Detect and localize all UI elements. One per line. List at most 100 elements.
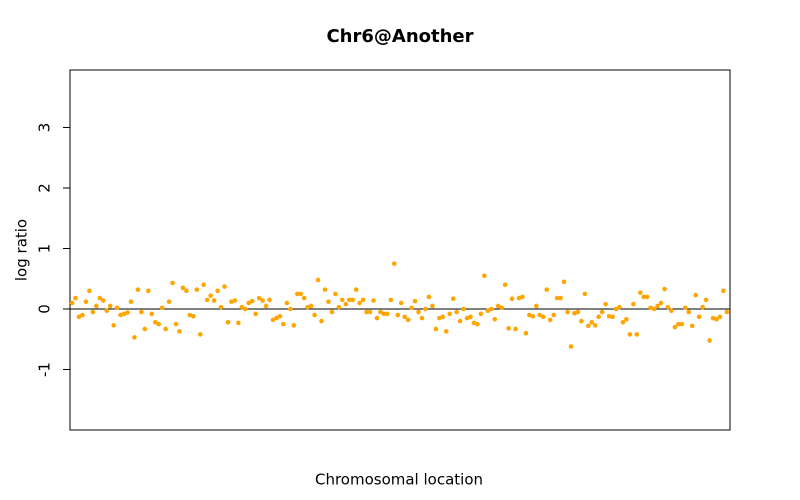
point	[651, 306, 657, 312]
point	[374, 315, 380, 321]
point	[502, 282, 508, 288]
point	[433, 326, 439, 332]
point	[471, 320, 477, 326]
point	[135, 287, 141, 292]
point	[159, 305, 165, 311]
point	[575, 309, 581, 315]
point	[454, 309, 459, 315]
point	[69, 300, 75, 306]
point	[509, 296, 515, 302]
point	[232, 298, 238, 303]
point	[644, 294, 650, 300]
point	[599, 309, 605, 315]
point	[672, 324, 678, 330]
point	[603, 301, 608, 307]
point	[326, 299, 331, 305]
point	[204, 297, 210, 303]
point	[253, 311, 259, 317]
point	[544, 287, 550, 292]
point	[540, 314, 546, 320]
point	[402, 314, 407, 320]
point	[405, 317, 411, 323]
point	[440, 314, 446, 320]
point	[530, 313, 536, 319]
point	[707, 338, 712, 343]
point	[388, 297, 394, 303]
point	[551, 312, 556, 318]
point	[582, 291, 588, 297]
point	[170, 280, 175, 286]
point	[447, 311, 453, 317]
point	[239, 304, 245, 310]
point	[364, 309, 369, 315]
point	[561, 279, 567, 285]
point	[565, 309, 570, 315]
point	[696, 314, 702, 320]
point	[662, 286, 667, 292]
point	[305, 304, 310, 310]
point	[631, 301, 636, 307]
point	[464, 315, 470, 321]
point	[648, 305, 653, 311]
point	[312, 312, 317, 318]
point	[367, 309, 373, 315]
point	[222, 284, 227, 289]
point	[634, 332, 640, 337]
point	[506, 326, 511, 331]
point	[637, 290, 643, 295]
point	[236, 320, 241, 326]
y-tick-label: 2	[36, 183, 54, 193]
point	[520, 294, 525, 300]
point	[218, 304, 224, 310]
point	[641, 294, 647, 300]
point	[263, 303, 269, 309]
point	[523, 330, 529, 336]
point	[291, 323, 297, 328]
point	[249, 298, 255, 304]
point	[166, 299, 172, 305]
point	[475, 321, 480, 327]
point	[343, 301, 349, 307]
point	[128, 299, 134, 305]
point	[554, 295, 560, 301]
point	[288, 306, 293, 312]
point	[596, 314, 601, 320]
point	[336, 304, 342, 310]
chart-title: Chr6@Another	[326, 26, 473, 47]
point	[412, 298, 418, 304]
point	[350, 297, 356, 303]
point	[125, 310, 130, 315]
point	[430, 303, 435, 309]
point	[163, 326, 168, 332]
point	[703, 297, 709, 303]
point	[461, 306, 466, 312]
point	[499, 305, 504, 311]
point	[658, 300, 664, 306]
point	[201, 282, 207, 288]
point	[246, 300, 252, 306]
point	[346, 297, 352, 303]
point	[478, 311, 484, 317]
point	[256, 295, 262, 301]
point	[121, 311, 127, 317]
point	[260, 298, 265, 303]
point	[308, 303, 314, 309]
point	[270, 317, 276, 323]
point	[395, 312, 401, 318]
point	[229, 299, 234, 305]
point	[281, 321, 286, 327]
point	[537, 312, 543, 318]
y-tick-label: 0	[36, 304, 54, 314]
point	[152, 320, 158, 325]
point	[724, 309, 730, 315]
point	[315, 277, 321, 283]
point	[585, 323, 591, 329]
point	[156, 321, 161, 327]
point	[468, 314, 473, 320]
point	[284, 300, 290, 306]
y-tick-label: 1	[36, 244, 54, 254]
point	[527, 312, 532, 318]
point	[215, 288, 220, 294]
point	[111, 323, 116, 328]
point	[139, 309, 144, 315]
